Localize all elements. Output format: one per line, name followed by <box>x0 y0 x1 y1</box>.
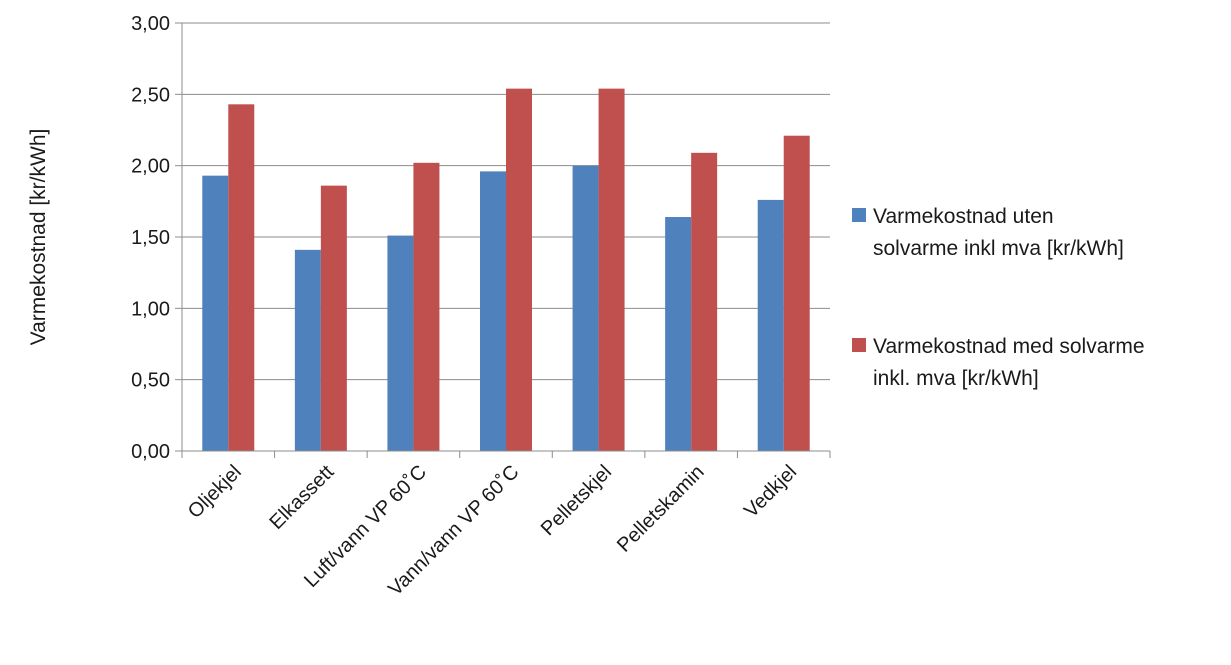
y-tick-label: 2,50 <box>131 84 170 106</box>
bar-med-solvarme <box>783 135 810 451</box>
bar-med-solvarme <box>691 152 718 451</box>
legend-swatch <box>852 338 866 352</box>
bar-med-solvarme <box>506 88 532 452</box>
x-tick-label: Oljekjel <box>184 461 246 523</box>
y-tick-labels: 0,00 0,50 1,00 1,50 2,00 2,50 3,00 <box>131 13 170 463</box>
legend-label: Varmekostnad uten <box>873 205 1054 228</box>
x-tick-label: Elkassett <box>265 461 338 534</box>
bar-uten-solvarme <box>665 217 692 451</box>
legend-label: inkl. mva [kr/kWh] <box>873 367 1039 390</box>
y-tick-label: 0,00 <box>131 441 170 463</box>
bars <box>202 88 810 452</box>
legend-label: solvarme inkl mva [kr/kWh] <box>873 237 1124 260</box>
bar-med-solvarme <box>413 162 440 451</box>
y-tick-label: 1,00 <box>131 298 170 320</box>
y-axis-label: Varmekostnad [kr/kWh] <box>27 129 50 346</box>
legend-swatch <box>852 208 866 222</box>
bar-uten-solvarme <box>202 175 229 452</box>
bar-med-solvarme <box>320 185 347 451</box>
x-tick-label: Pelletskjel <box>537 461 616 540</box>
bar-uten-solvarme <box>387 235 414 451</box>
bar-uten-solvarme <box>757 199 784 451</box>
bar-uten-solvarme <box>480 171 506 451</box>
bar-med-solvarme <box>228 104 255 451</box>
y-tick-label: 0,50 <box>131 370 170 392</box>
y-tick-label: 1,50 <box>131 227 170 249</box>
legend-label: Varmekostnad med solvarme <box>873 335 1145 358</box>
legend: Varmekostnad uten solvarme inkl mva [kr/k… <box>852 205 1145 390</box>
bar-med-solvarme <box>598 88 625 452</box>
x-tick-label: Pelletskamin <box>613 461 709 557</box>
y-tick-label: 3,00 <box>131 13 170 35</box>
bar-uten-solvarme <box>294 249 321 451</box>
axes <box>181 23 831 458</box>
bar-uten-solvarme <box>572 165 599 451</box>
y-tick-label: 2,00 <box>131 156 170 178</box>
x-tick-label: Vedkjel <box>740 461 801 522</box>
